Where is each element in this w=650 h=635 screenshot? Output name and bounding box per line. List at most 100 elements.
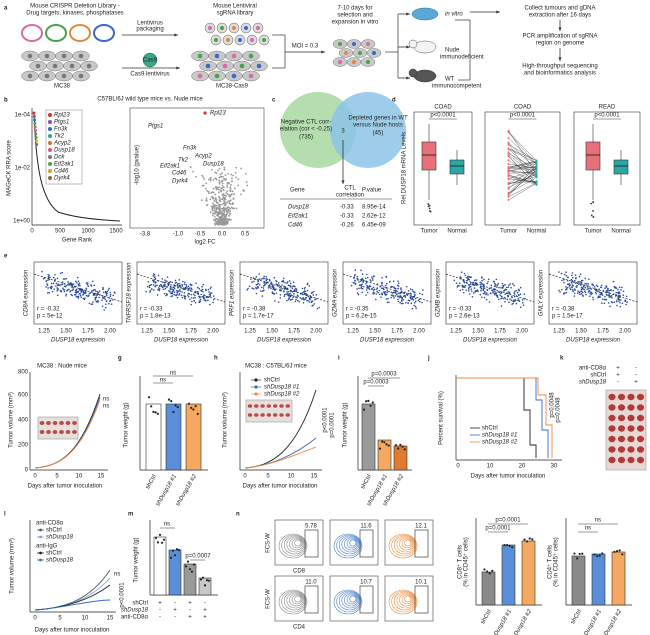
label: -0.5 xyxy=(195,232,206,238)
sample-point xyxy=(103,309,105,311)
sample-point xyxy=(382,287,385,290)
contour xyxy=(333,589,363,615)
gene-point xyxy=(229,208,232,210)
label: Tumor weight (g) xyxy=(134,537,140,582)
pair-dot xyxy=(535,160,538,163)
sample-point xyxy=(303,291,305,293)
sample-point xyxy=(203,299,205,301)
sample-point xyxy=(289,299,292,301)
sample-point xyxy=(377,291,380,294)
sample-point xyxy=(487,281,489,283)
sample-point xyxy=(277,284,279,286)
sample-point xyxy=(512,299,515,302)
label: Acyp2 xyxy=(53,141,71,147)
label: 6.45e-09 xyxy=(362,223,386,229)
sample-point xyxy=(381,287,383,289)
pair-dot xyxy=(535,180,538,183)
contour xyxy=(294,595,302,603)
sample-point xyxy=(63,290,66,293)
tumor xyxy=(627,446,635,453)
sample-point xyxy=(571,286,573,288)
sample-point xyxy=(490,284,493,287)
sample-point xyxy=(492,291,494,293)
sample-point xyxy=(466,282,468,285)
sample-point xyxy=(496,284,499,287)
sample-point xyxy=(50,282,53,285)
gate xyxy=(304,529,319,558)
sample-point xyxy=(255,276,258,278)
sample-point xyxy=(421,301,423,304)
sample-point xyxy=(59,272,62,275)
sample-point xyxy=(172,288,175,291)
sample-dot xyxy=(578,552,581,556)
label: 11.0 xyxy=(305,580,317,586)
gene-point xyxy=(220,207,223,210)
sample-point xyxy=(421,293,424,296)
box xyxy=(585,141,601,171)
sample-point xyxy=(372,291,375,294)
sample-point xyxy=(476,284,479,286)
sample-point xyxy=(283,295,286,298)
label: shDusp18 #2 xyxy=(510,608,533,635)
gene-point xyxy=(211,196,214,198)
sample-point xyxy=(262,287,265,289)
sample-point xyxy=(400,287,402,289)
sample-point xyxy=(602,298,604,300)
gene-point xyxy=(209,179,212,182)
sample-point xyxy=(190,297,193,299)
label: shCtrl xyxy=(264,378,280,384)
nucleus xyxy=(231,73,237,79)
sample-point xyxy=(172,290,174,293)
sample-point xyxy=(62,287,64,289)
label: DUSP18 expression xyxy=(463,338,518,344)
sample-point xyxy=(518,290,520,292)
sample-point xyxy=(275,283,278,285)
label: shDusp18 xyxy=(579,380,607,386)
gene-point xyxy=(221,198,224,201)
sample-point xyxy=(612,280,615,283)
gene-point xyxy=(214,193,217,196)
pair-dot xyxy=(507,187,510,190)
sample-point xyxy=(455,282,458,284)
sample-point xyxy=(350,284,353,287)
sample-point xyxy=(64,278,66,280)
sample-point xyxy=(471,295,474,298)
gene-point xyxy=(217,214,220,217)
sample-point xyxy=(414,293,416,296)
sample-point xyxy=(500,292,502,295)
tumor xyxy=(52,421,58,425)
panel-letter: g xyxy=(118,356,122,362)
sample-point xyxy=(565,288,568,290)
sample-point xyxy=(318,306,321,309)
sample-point xyxy=(265,278,267,280)
label: High-throughput sequencing xyxy=(522,64,597,70)
sample-point xyxy=(262,277,264,280)
sample-point xyxy=(163,285,165,287)
gene-point xyxy=(218,196,221,199)
sample-point xyxy=(419,292,421,295)
label: Tumor volume (mm³) xyxy=(223,392,229,448)
sample-point xyxy=(486,288,488,291)
label: 0.5 xyxy=(241,232,250,238)
sample-point xyxy=(301,293,304,296)
sample-dot xyxy=(362,408,366,411)
contour xyxy=(346,538,358,549)
label: in vitro xyxy=(445,12,463,18)
gene-dot xyxy=(33,122,37,125)
sample-point xyxy=(504,300,506,303)
gene-point xyxy=(224,201,226,203)
nucleus xyxy=(214,73,220,79)
label: MC38 : Nude mice xyxy=(37,364,87,370)
sample-point xyxy=(208,293,211,296)
contour xyxy=(291,538,303,549)
pair-line xyxy=(508,148,537,164)
label: DUSP18 expression xyxy=(257,338,312,344)
label: Fn3k xyxy=(54,127,68,133)
label: shCtrl xyxy=(360,474,373,491)
sample-point xyxy=(80,296,83,299)
sample-point xyxy=(297,295,299,297)
sample-point xyxy=(106,290,109,293)
sample-dot xyxy=(192,563,196,566)
label: DUSP18 expression xyxy=(51,338,106,344)
flow-frame xyxy=(274,519,324,566)
